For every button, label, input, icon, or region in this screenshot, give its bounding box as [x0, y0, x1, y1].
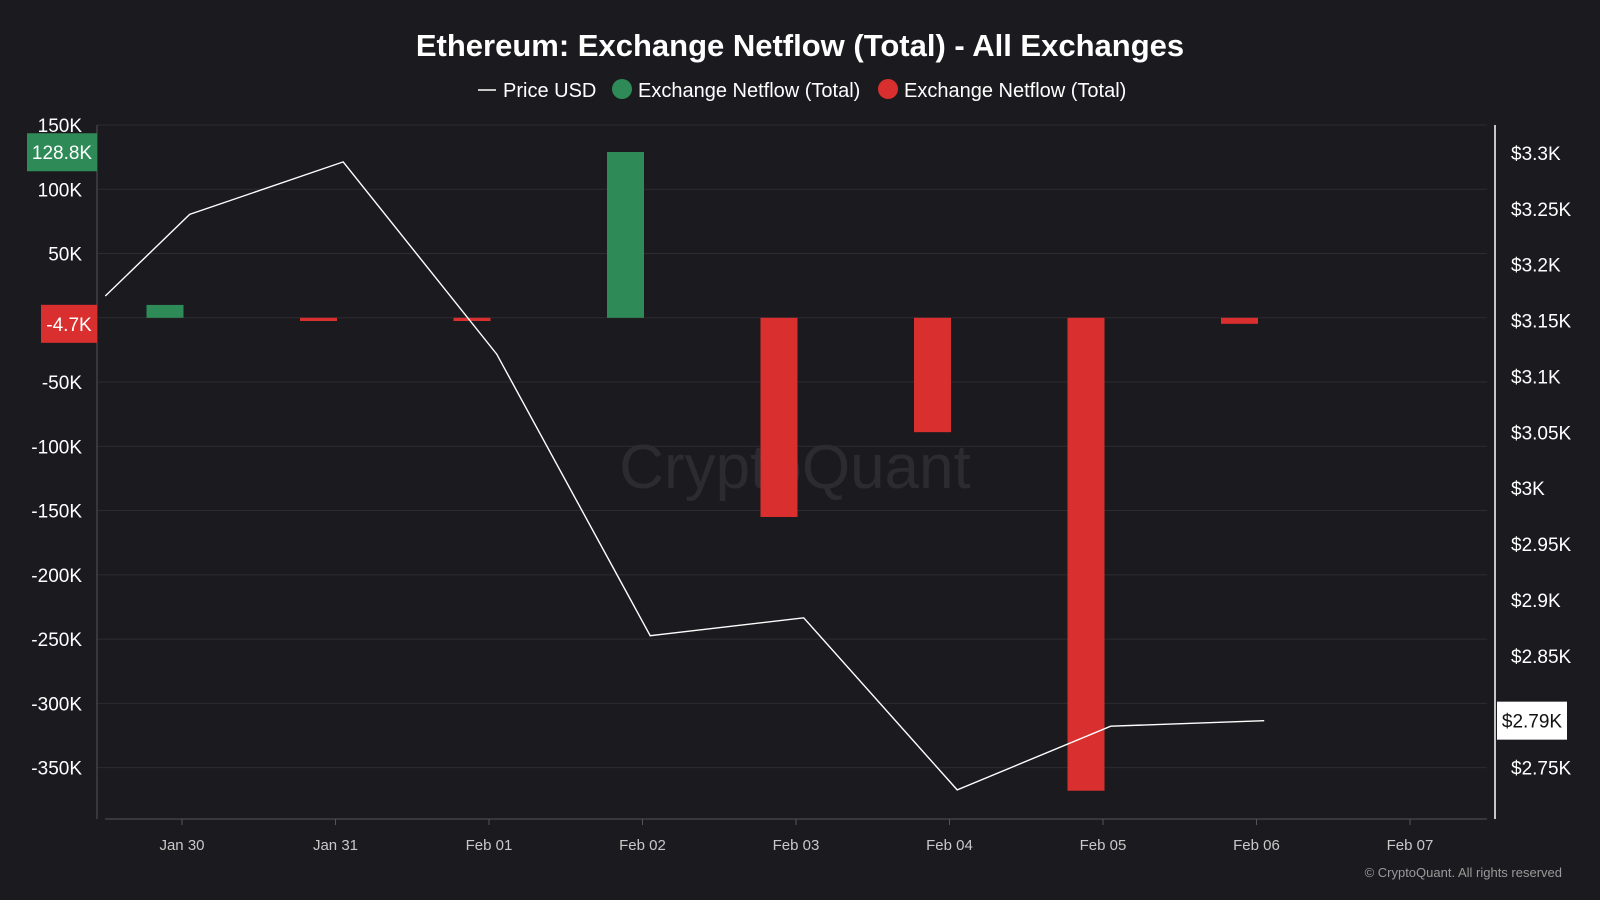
- right-axis-ticks: $3.3K $3.25K $3.2K $3.15K $3.1K $3.05K $3K $2.9…: [1511, 144, 1572, 780]
- x-tick-label: Feb 04: [926, 837, 973, 854]
- x-tick-label: Jan 31: [313, 837, 358, 854]
- right-last-badge: [1497, 701, 1567, 740]
- netflow-bar[interactable]: [300, 317, 337, 321]
- left-tick-label: 100K: [38, 180, 83, 201]
- x-tick-label: Feb 05: [1080, 837, 1127, 854]
- right-last-badge-text: $2.79K: [1502, 712, 1563, 733]
- legend-dot-marker: [878, 79, 898, 99]
- right-tick-label: $3.25K: [1511, 200, 1572, 221]
- x-tick-label: Jan 30: [159, 837, 204, 854]
- x-tick-label: Feb 06: [1233, 837, 1280, 854]
- legend-item-1[interactable]: Exchange Netflow (Total): [612, 79, 860, 102]
- chart-title: Ethereum: Exchange Netflow (Total) - All…: [416, 28, 1184, 63]
- netflow-bar[interactable]: [1067, 317, 1105, 791]
- right-tick-label: $3K: [1511, 479, 1545, 500]
- x-tick-label: Feb 03: [773, 837, 820, 854]
- left-tick-label: -350K: [31, 759, 82, 780]
- netflow-bars: [146, 151, 1258, 791]
- right-tick-label: $2.85K: [1511, 647, 1572, 668]
- right-tick-label: $2.95K: [1511, 535, 1572, 556]
- netflow-bar[interactable]: [760, 317, 798, 517]
- x-tick-label: Feb 01: [466, 837, 513, 854]
- price-line: [104, 161, 1265, 791]
- left-tick-label: -300K: [31, 694, 82, 715]
- right-tick-label: $3.3K: [1511, 144, 1561, 165]
- legend-label: Price USD: [503, 80, 596, 102]
- x-axis-ticks: Jan 30 Jan 31 Feb 01 Feb 02 Feb 03 Feb 04 Feb …: [159, 819, 1433, 854]
- netflow-bar[interactable]: [146, 304, 184, 318]
- left-tick-label: 50K: [48, 245, 82, 266]
- right-tick-label: $3.1K: [1511, 367, 1561, 388]
- netflow-bar[interactable]: [914, 317, 951, 433]
- legend-item-0[interactable]: Price USD: [478, 80, 596, 102]
- right-tick-label: $3.2K: [1511, 256, 1561, 277]
- copyright-text: © CryptoQuant. All rights reserved: [1365, 865, 1562, 880]
- left-tick-label: -200K: [31, 566, 82, 587]
- right-tick-label: $3.05K: [1511, 423, 1572, 444]
- legend-label: Exchange Netflow (Total): [638, 80, 860, 102]
- left-axis-ticks: 150K 100K 50K -50K -100K -150K -200K -250K -300K…: [31, 116, 82, 780]
- left-tick-label: -100K: [31, 437, 82, 458]
- netflow-bar[interactable]: [607, 151, 644, 318]
- price-usd-line[interactable]: [104, 161, 1265, 791]
- axis-badges: 128.8K -4.7K $2.79K: [27, 133, 1567, 740]
- left-last-badge: [41, 304, 97, 343]
- left-tick-label: 150K: [38, 116, 83, 137]
- left-high-badge: [27, 133, 97, 172]
- left-last-badge-text: -4.7K: [46, 315, 92, 336]
- right-tick-label: $3.15K: [1511, 312, 1572, 333]
- right-tick-label: $2.9K: [1511, 591, 1561, 612]
- left-high-badge-text: 128.8K: [32, 143, 93, 164]
- legend-dot-marker: [612, 79, 632, 99]
- left-tick-label: -50K: [42, 373, 82, 394]
- legend: Price USD Exchange Netflow (Total) Exchang…: [478, 79, 1126, 102]
- x-tick-label: Feb 02: [619, 837, 666, 854]
- left-tick-label: -250K: [31, 630, 82, 651]
- netflow-bar[interactable]: [453, 317, 491, 321]
- left-tick-label: -150K: [31, 502, 82, 523]
- x-tick-label: Feb 07: [1387, 837, 1434, 854]
- netflow-bar[interactable]: [1221, 317, 1258, 324]
- legend-label: Exchange Netflow (Total): [904, 80, 1126, 102]
- legend-item-2[interactable]: Exchange Netflow (Total): [878, 79, 1126, 102]
- right-tick-label: $2.75K: [1511, 759, 1572, 780]
